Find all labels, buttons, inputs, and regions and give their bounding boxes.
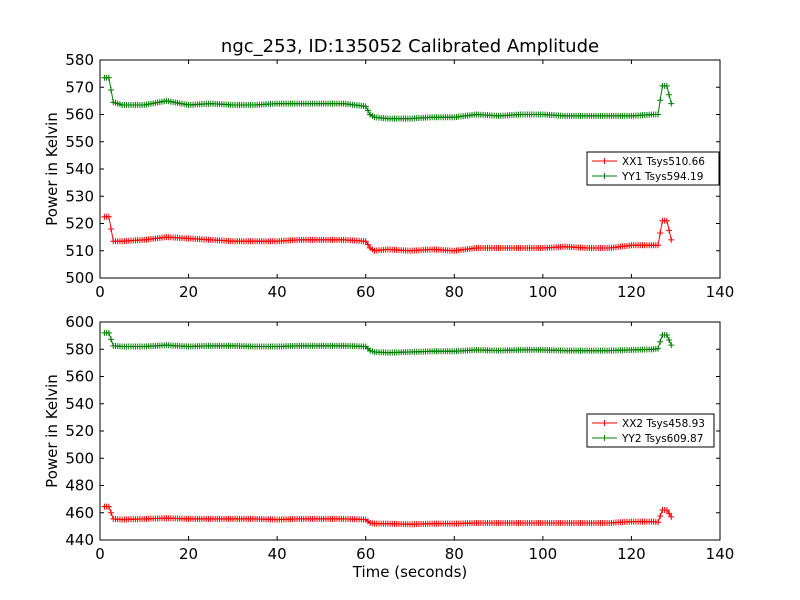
data-point: [657, 230, 664, 237]
bottom-plot: 0 20 40 60 80 100 120 140 440 460 480 500 520 540 560 5…: [43, 313, 734, 581]
series-markers: [101, 213, 675, 254]
data-point: [666, 337, 673, 344]
legend-label: YY2 Tsys609.87: [621, 433, 703, 445]
x-tick-label: 80: [445, 545, 464, 563]
x-tick-label: 120: [617, 283, 646, 301]
legend-marker: [601, 173, 608, 179]
data-point: [663, 217, 670, 224]
data-point: [655, 111, 661, 118]
data-point: [362, 103, 369, 110]
data-point: [105, 503, 112, 510]
data-point: [668, 513, 675, 520]
series-markers: [101, 74, 675, 122]
y-tick-label: 520: [65, 215, 94, 233]
x-tick-label: 0: [95, 545, 105, 563]
y-tick-label: 570: [65, 78, 94, 96]
x-tick-label: 40: [268, 545, 287, 563]
chart-title: ngc_253, ID:135052 Calibrated Amplitude: [221, 36, 599, 57]
data-point: [657, 513, 664, 520]
data-point: [666, 91, 673, 98]
x-tick-label: 120: [617, 545, 646, 563]
series-markers: [101, 329, 675, 356]
data-point: [105, 329, 112, 336]
y-tick-label: 510: [65, 242, 94, 260]
y-tick-label: 480: [65, 477, 94, 495]
data-point: [657, 97, 664, 104]
x-tick-label: 140: [706, 545, 735, 563]
x-tick-label: 80: [445, 283, 464, 301]
legend-label: YY1 Tsys594.19: [621, 171, 703, 183]
data-point: [362, 238, 369, 245]
data-point: [655, 519, 661, 526]
x-tick-label: 40: [268, 283, 287, 301]
y-axis-label: Power in Kelvin: [43, 374, 61, 488]
data-point: [663, 82, 670, 89]
legend-marker: [601, 158, 608, 164]
data-point: [655, 242, 661, 249]
y-tick-label: 580: [65, 51, 94, 69]
x-tick-label: 60: [356, 545, 375, 563]
x-tick-label: 140: [706, 283, 735, 301]
data-point: [668, 100, 675, 107]
legend-label: XX2 Tsys458.93: [622, 418, 705, 430]
y-tick-label: 600: [65, 313, 94, 331]
data-point: [668, 236, 675, 243]
legend-box: [586, 151, 720, 186]
x-tick-label: 20: [179, 283, 198, 301]
data-point: [666, 510, 673, 517]
data-point: [668, 342, 675, 349]
legend-marker: [601, 420, 608, 426]
y-tick-label: 550: [65, 133, 94, 151]
data-point: [663, 507, 670, 514]
y-tick-label: 580: [65, 340, 94, 358]
y-tick-label: 530: [65, 187, 94, 205]
y-tick-label: 500: [65, 269, 94, 287]
x-tick-label: 100: [529, 283, 558, 301]
data-point: [108, 225, 115, 232]
y-tick-label: 560: [65, 106, 94, 124]
top-plot: 0 20 40 60 80 100 120 140 500 510 520 530 540 550 560 5…: [43, 51, 734, 301]
legend-box: [586, 413, 715, 448]
x-tick-label: 100: [529, 545, 558, 563]
y-tick-label: 520: [65, 422, 94, 440]
data-point: [108, 86, 115, 93]
data-point: [663, 331, 670, 338]
data-point: [108, 509, 115, 516]
y-tick-label: 540: [65, 160, 94, 178]
y-tick-label: 500: [65, 449, 94, 467]
data-point: [657, 338, 664, 345]
legend-label: XX1 Tsys510.66: [622, 156, 705, 168]
data-point: [666, 227, 673, 234]
data-point: [655, 345, 661, 352]
y-axis-label: Power in Kelvin: [43, 112, 61, 226]
y-tick-label: 540: [65, 395, 94, 413]
y-tick-label: 560: [65, 368, 94, 386]
x-axis-label: Time (seconds): [352, 563, 468, 581]
x-tick-label: 60: [356, 283, 375, 301]
data-point: [105, 213, 112, 220]
data-point: [364, 241, 371, 248]
series-markers: [101, 503, 675, 528]
legend-marker: [601, 435, 608, 441]
data-point: [364, 107, 371, 114]
data-point: [105, 74, 112, 81]
data-point: [108, 336, 115, 343]
x-tick-label: 0: [95, 283, 105, 301]
y-tick-label: 460: [65, 504, 94, 522]
x-tick-label: 20: [179, 545, 198, 563]
y-tick-label: 440: [65, 531, 94, 549]
